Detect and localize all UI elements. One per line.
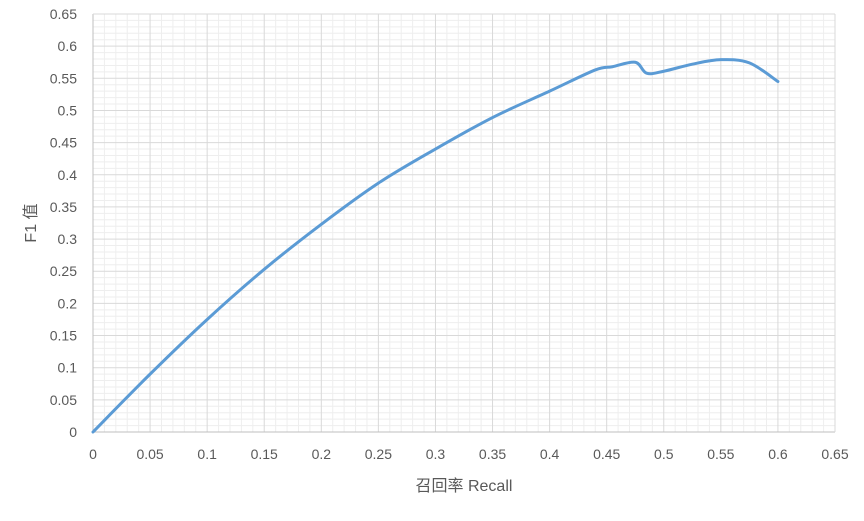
axes xyxy=(92,13,836,433)
x-tick-label: 0.15 xyxy=(251,446,278,462)
x-axis-title: 召回率 Recall xyxy=(416,477,513,495)
y-tick-label: 0.1 xyxy=(58,360,78,376)
x-tick-label: 0.35 xyxy=(479,446,506,462)
x-tick-label: 0.1 xyxy=(197,446,217,462)
y-tick-label: 0.5 xyxy=(58,102,78,118)
y-tick-label: 0.05 xyxy=(50,392,77,408)
x-tick-label: 0.4 xyxy=(540,446,560,462)
y-tick-label: 0.35 xyxy=(50,199,77,215)
y-tick-label: 0.3 xyxy=(58,231,78,247)
series-group xyxy=(91,58,780,434)
x-tick-label: 0.55 xyxy=(707,446,734,462)
y-tick-labels: 0 0.05 0.1 0.15 0.2 0.25 0.3 0.35 0.4 0.45 0.5 0.55… xyxy=(50,6,77,440)
x-tick-label: 0.5 xyxy=(654,446,674,462)
x-tick-label: 0.65 xyxy=(821,446,848,462)
x-tick-label: 0.25 xyxy=(365,446,392,462)
x-tick-label: 0.3 xyxy=(426,446,446,462)
y-tick-label: 0.25 xyxy=(50,263,77,279)
y-tick-label: 0.4 xyxy=(58,167,78,183)
x-tick-label: 0.05 xyxy=(136,446,163,462)
x-tick-label: 0.2 xyxy=(312,446,332,462)
x-tick-labels: 0 0.05 0.1 0.15 0.2 0.25 0.3 0.35 0.4 0.45 0.5 0.55… xyxy=(89,446,849,462)
y-axis-title: F1 值 xyxy=(22,203,40,242)
y-tick-label: 0.2 xyxy=(58,295,78,311)
y-tick-label: 0.45 xyxy=(50,135,77,151)
y-tick-label: 0.6 xyxy=(58,38,78,54)
y-tick-label: 0.55 xyxy=(50,70,77,86)
x-tick-label: 0.6 xyxy=(768,446,788,462)
y-tick-label: 0 xyxy=(69,424,77,440)
x-tick-label: 0 xyxy=(89,446,97,462)
y-tick-label: 0.15 xyxy=(50,328,77,344)
minor-gridlines xyxy=(93,14,835,432)
x-tick-label: 0.45 xyxy=(593,446,620,462)
y-tick-label: 0.65 xyxy=(50,6,77,22)
major-gridlines xyxy=(93,13,836,432)
series-line-0 xyxy=(91,58,780,434)
